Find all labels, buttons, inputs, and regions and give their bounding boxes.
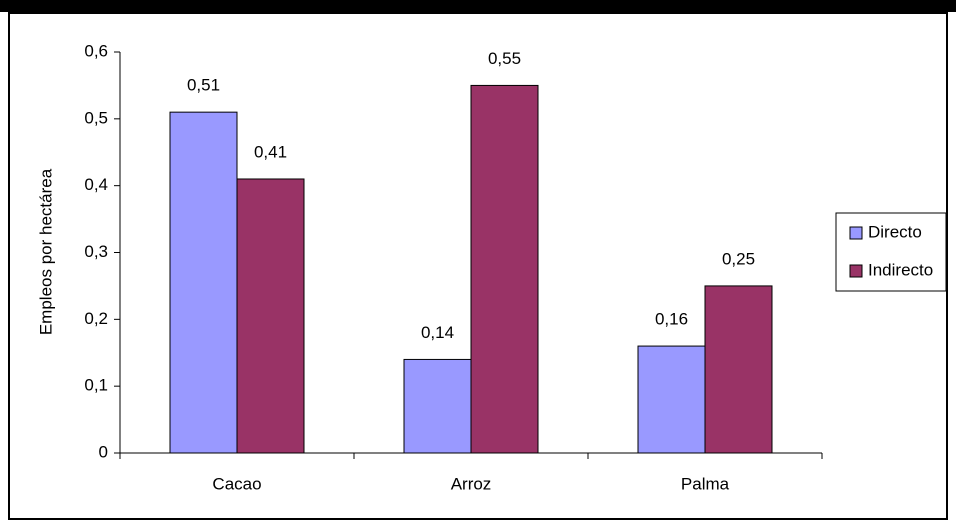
x-tick-label: Arroz [451,474,492,493]
bar [169,111,238,454]
y-tick-label: 0,3 [84,242,108,261]
value-label: 0,51 [187,76,220,95]
bar [637,345,706,454]
y-tick-label: 0,6 [84,41,108,60]
legend-swatch [849,226,863,240]
bar [403,358,472,454]
bar [470,84,539,454]
value-label: 0,41 [254,142,287,161]
legend-label: Indirecto [868,260,933,279]
y-tick-label: 0,5 [84,108,108,127]
legend-swatch [849,264,863,278]
y-tick-label: 0 [99,442,108,461]
value-label: 0,14 [421,323,454,342]
bar [236,178,305,454]
y-tick-label: 0,1 [84,376,108,395]
bar [704,285,773,454]
title-strip [0,0,956,12]
legend-label: Directo [868,222,922,241]
y-tick-label: 0,4 [84,175,108,194]
value-label: 0,25 [722,249,755,268]
value-label: 0,55 [488,49,521,68]
y-axis-label: Empleos por hectárea [36,168,55,335]
legend-box [835,212,947,292]
x-tick-label: Palma [681,474,730,493]
y-tick-label: 0,2 [84,309,108,328]
value-label: 0,16 [655,310,688,329]
x-tick-label: Cacao [212,474,261,493]
